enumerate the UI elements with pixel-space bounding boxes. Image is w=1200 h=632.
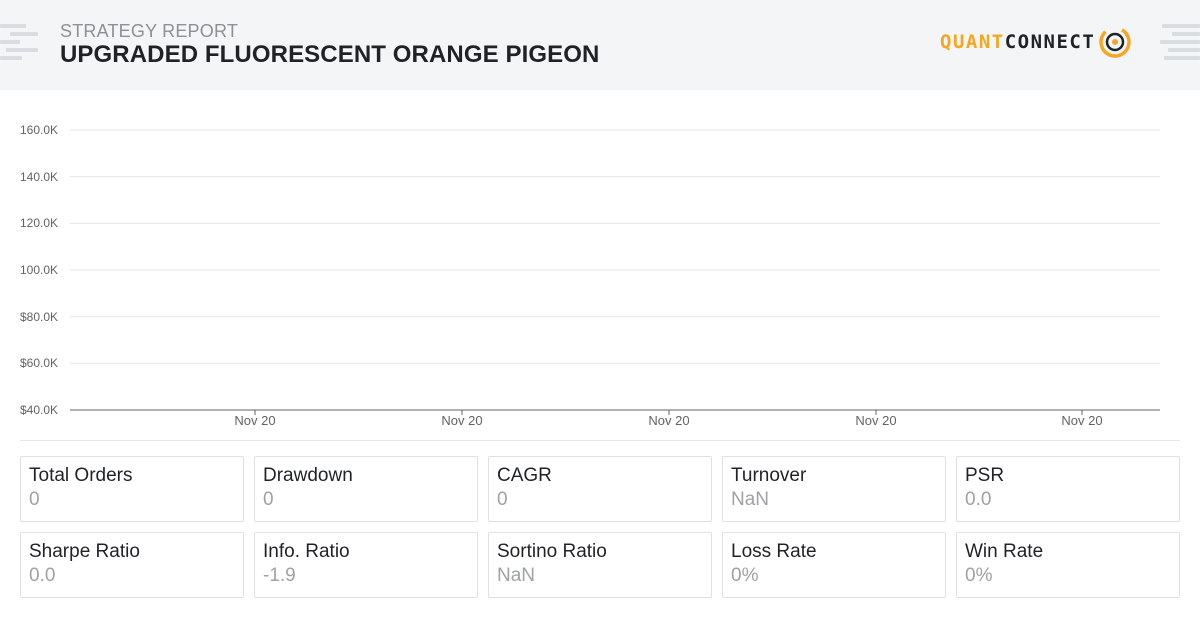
stat-value: 0.0 xyxy=(29,565,56,586)
x-tick-label: Nov 20 xyxy=(648,413,690,428)
stat-label: Drawdown xyxy=(263,465,353,486)
y-tick-label: $40.0K xyxy=(20,403,59,417)
stat-label: Info. Ratio xyxy=(263,541,350,562)
stat-card-sortino-ratio: Sortino Ratio NaN xyxy=(488,532,712,598)
stat-label: Sortino Ratio xyxy=(497,541,607,562)
y-tick-label: $80.0K xyxy=(20,309,59,324)
y-tick-label: $60.0K xyxy=(20,356,59,371)
x-tick-label: Nov 20 xyxy=(441,413,483,428)
stat-label: Win Rate xyxy=(965,541,1044,562)
x-tick-label: Nov 20 xyxy=(234,413,276,428)
stat-value: 0% xyxy=(731,565,759,586)
strategy-title: UPGRADED FLUORESCENT ORANGE PIGEON xyxy=(60,41,600,68)
x-tick-label: Nov 20 xyxy=(855,413,897,428)
logo-text-quant: QUANT xyxy=(940,31,1005,53)
stat-card-loss-rate: Loss Rate 0% xyxy=(722,532,946,598)
quantconnect-logo: QUANT CONNECT xyxy=(940,24,1132,60)
stat-label: PSR xyxy=(965,465,1005,486)
y-tick-label: 100.0K xyxy=(20,263,59,277)
stat-value: 0% xyxy=(965,565,993,586)
stat-label: Loss Rate xyxy=(731,541,817,562)
report-subtitle: STRATEGY REPORT xyxy=(60,21,239,41)
equity-chart: 160.0K 140.0K 120.0K 100.0K $80.0K $60.0K $40.… xyxy=(0,90,1200,440)
y-tick-label: 140.0K xyxy=(20,169,59,184)
stat-label: Sharpe Ratio xyxy=(29,541,140,562)
stat-value: -1.9 xyxy=(263,565,296,586)
stat-value: 0 xyxy=(263,489,274,510)
stat-label: CAGR xyxy=(497,465,552,486)
stat-label: Total Orders xyxy=(29,465,133,486)
stat-card-info-ratio: Info. Ratio -1.9 xyxy=(254,532,478,598)
stats-grid: Total Orders 0 Drawdown 0 CAGR 0 Turnove… xyxy=(20,456,1180,598)
stat-value: 0 xyxy=(497,489,508,510)
logo-text-connect: CONNECT xyxy=(1004,31,1096,53)
x-tick-label: Nov 20 xyxy=(1061,413,1103,428)
y-tick-label: 160.0K xyxy=(20,123,59,137)
stat-card-cagr: CAGR 0 xyxy=(488,456,712,522)
y-tick-label: 120.0K xyxy=(20,216,59,231)
equity-chart-svg xyxy=(70,129,1160,415)
stat-card-turnover: Turnover NaN xyxy=(722,456,946,522)
stat-value: NaN xyxy=(731,489,770,510)
stat-value: 0 xyxy=(29,489,40,510)
quantconnect-logo-icon xyxy=(1099,26,1132,58)
stat-card-psr: PSR 0.0 xyxy=(956,456,1180,522)
chart-divider xyxy=(20,440,1180,441)
stat-card-total-orders: Total Orders 0 xyxy=(20,456,244,522)
header-decoration-right xyxy=(1160,24,1200,64)
stat-card-drawdown: Drawdown 0 xyxy=(254,456,478,522)
report-header: STRATEGY REPORT UPGRADED FLUORESCENT ORA… xyxy=(0,0,1200,90)
stat-card-sharpe-ratio: Sharpe Ratio 0.0 xyxy=(20,532,244,598)
header-decoration-left xyxy=(0,24,40,64)
stat-value: 0.0 xyxy=(965,489,992,510)
stat-label: Turnover xyxy=(731,465,807,486)
stat-value: NaN xyxy=(497,565,536,586)
stat-card-win-rate: Win Rate 0% xyxy=(956,532,1180,598)
